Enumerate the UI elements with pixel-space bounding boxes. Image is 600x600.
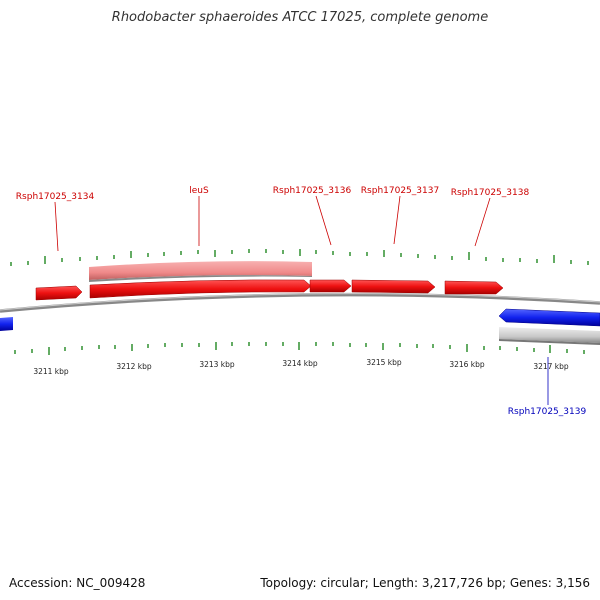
outer-tick-marks (10, 249, 589, 266)
axis-label-3217: 3217 kbp (533, 362, 569, 371)
axis-label-3213: 3213 kbp (199, 360, 235, 369)
axis-label-3214: 3214 kbp (282, 359, 318, 368)
accession-text: Accession: NC_009428 (9, 576, 146, 590)
gene-label-rsph17025-3139: Rsph17025_3139 (508, 407, 587, 417)
gene-label-rsph17025-3136: Rsph17025_3136 (273, 186, 352, 196)
forward-label-leaders (54, 195, 491, 252)
map-title: Rhodobacter sphaeroides ATCC 17025, comp… (111, 10, 489, 25)
axis-label-3211: 3211 kbp (33, 367, 69, 376)
gene-arrow-rsph17025-3134[interactable] (35, 285, 83, 301)
axis-label-3215: 3215 kbp (366, 358, 402, 367)
inner-tick-marks (14, 342, 585, 355)
leuS-pseudo-feature (89, 261, 312, 280)
gene-arrow-rsph17025-3137[interactable] (351, 279, 436, 294)
gene-label-rsph17025-3134: Rsph17025_3134 (16, 192, 95, 202)
gene-arrow-rsph17025-3139[interactable] (498, 308, 600, 327)
axis-label-3216: 3216 kbp (449, 360, 485, 369)
gene-arrow-rsph17025-3136[interactable] (309, 279, 352, 293)
gene-label-rsph17025-3138: Rsph17025_3138 (451, 188, 530, 198)
gene-arrow-leuS[interactable] (89, 279, 312, 299)
axis-label-3212: 3212 kbp (116, 362, 152, 371)
genome-backbone (0, 292, 600, 313)
gene-arrow-rsph17025-3138[interactable] (444, 280, 504, 295)
gene-arrow-left-edge-reverse[interactable] (0, 317, 13, 331)
gene-label-leuS: leuS (189, 186, 209, 196)
genome-summary-text: Topology: circular; Length: 3,217,726 bp… (260, 576, 590, 590)
rsph17025-3139-pseudo-feature (499, 327, 600, 343)
gene-label-rsph17025-3137: Rsph17025_3137 (361, 186, 439, 196)
